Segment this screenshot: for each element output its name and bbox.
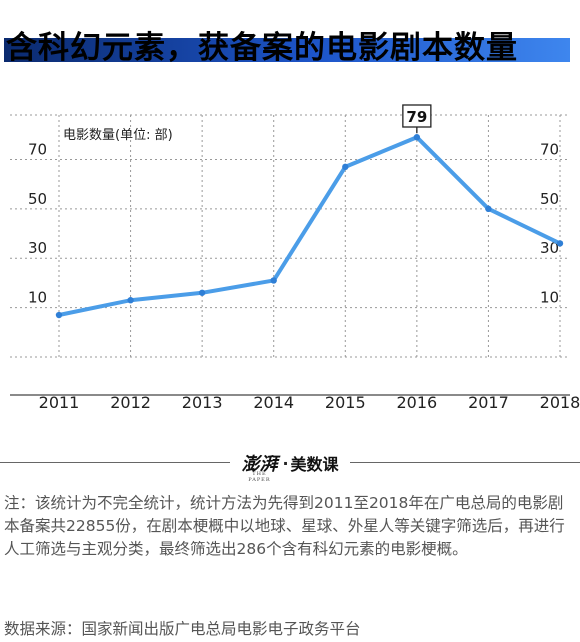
x-axis-labels: 2011 2012 2013 2014 2015 2016 2017 2018 [39,393,580,412]
x-tick-label: 2017 [468,393,509,412]
x-tick-label: 2018 [540,393,580,412]
x-tick-label: 2014 [253,393,294,412]
data-point [556,240,564,247]
x-tick-label: 2011 [39,393,80,412]
footnote: 注：该统计为不完全统计，统计方法为先得到2011至2018年在广电总局的电影剧本… [4,494,565,558]
data-point [55,311,63,319]
title-block: 含科幻元素，获备案的电影剧本数量 [0,0,580,80]
data-point [342,163,349,171]
data-source: 数据来源：国家新闻出版广电总局电影电子政务平台 [4,620,361,638]
y-tick-label-right: 10 [540,289,559,307]
peak-callout: 79 [402,104,432,134]
x-tick-label: 2012 [110,393,151,412]
title-underline-bar [4,38,570,62]
y-tick-label-left: 10 [28,289,47,307]
data-point [485,205,492,213]
y-tick-label-left: 30 [28,239,47,257]
y-axis-label: 电影数量(单位: 部) [63,128,173,143]
data-point [413,134,421,141]
data-series [55,134,564,319]
x-tick-label: 2013 [182,393,223,412]
brand-logo: 澎湃 THE PAPER [241,454,278,483]
brand-logo-sub: THE PAPER [248,471,271,483]
page-title: 含科幻元素，获备案的电影剧本数量 [6,30,518,66]
data-point [270,277,277,284]
brand-badge: 澎湃 THE PAPER · 美数课 [230,449,350,483]
brand-separator: · [282,453,289,473]
y-tick-label-right: 30 [540,239,559,257]
peak-label-text: 79 [406,108,427,126]
y-axis-ticks: 10 10 30 30 50 50 70 70 [28,140,559,306]
series-line [57,135,562,318]
y-tick-label-left: 50 [28,190,47,208]
data-point [198,289,206,296]
y-tick-label-left: 70 [28,140,47,158]
y-tick-label-right: 70 [540,140,559,158]
data-point [127,297,134,304]
x-tick-label: 2015 [325,393,366,412]
brand-name: 美数课 [290,455,339,474]
x-tick-label: 2016 [396,393,437,412]
y-tick-label-right: 50 [540,190,559,208]
